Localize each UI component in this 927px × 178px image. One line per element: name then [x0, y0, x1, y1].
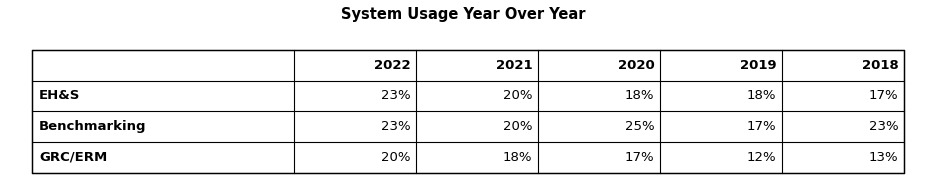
Text: Benchmarking: Benchmarking — [39, 120, 146, 133]
Text: 2022: 2022 — [374, 59, 411, 72]
Text: 23%: 23% — [381, 120, 411, 133]
Text: 2020: 2020 — [617, 59, 654, 72]
Text: 17%: 17% — [746, 120, 776, 133]
Text: 20%: 20% — [381, 151, 411, 164]
Text: 23%: 23% — [381, 89, 411, 102]
Bar — [32, 50, 904, 173]
Text: 18%: 18% — [502, 151, 532, 164]
Text: 25%: 25% — [625, 120, 654, 133]
Text: 18%: 18% — [625, 89, 654, 102]
Text: 20%: 20% — [502, 89, 532, 102]
Text: System Usage Year Over Year: System Usage Year Over Year — [341, 7, 586, 22]
Text: 13%: 13% — [869, 151, 898, 164]
Text: 2018: 2018 — [861, 59, 898, 72]
Text: 23%: 23% — [869, 120, 898, 133]
Text: 17%: 17% — [625, 151, 654, 164]
Text: GRC/ERM: GRC/ERM — [39, 151, 108, 164]
Text: 20%: 20% — [502, 120, 532, 133]
Text: 2019: 2019 — [740, 59, 776, 72]
Text: 18%: 18% — [747, 89, 776, 102]
Text: EH&S: EH&S — [39, 89, 81, 102]
Text: 12%: 12% — [746, 151, 776, 164]
Text: 17%: 17% — [869, 89, 898, 102]
Text: 2021: 2021 — [496, 59, 532, 72]
